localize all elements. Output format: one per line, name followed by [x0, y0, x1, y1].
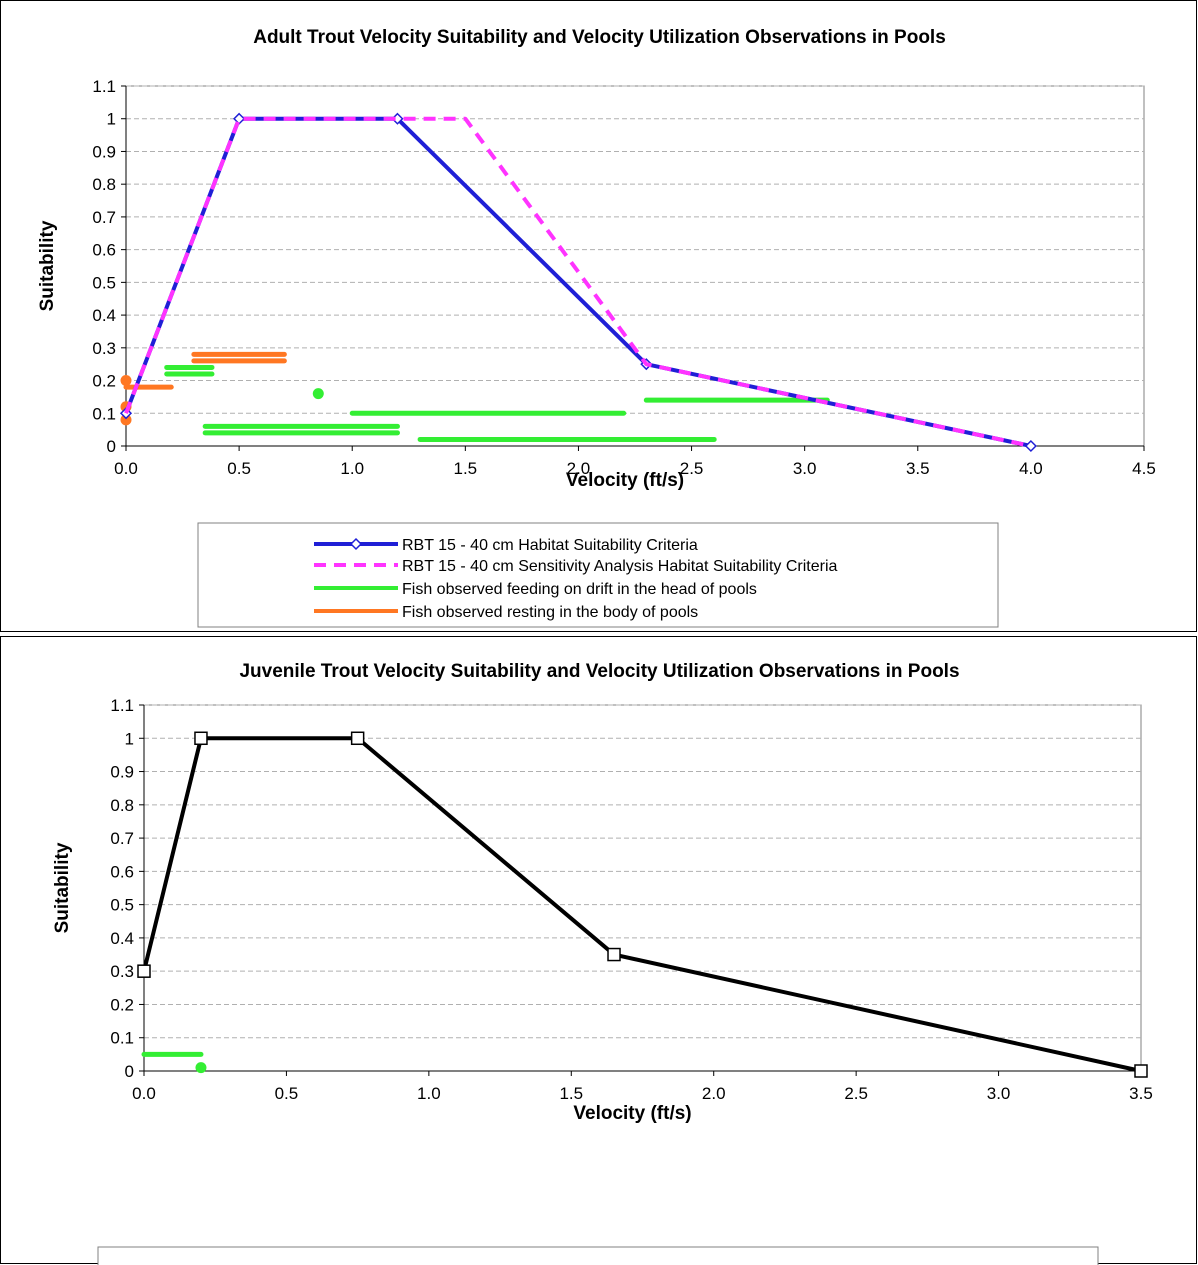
- sensitivity-line: [124, 116, 1032, 448]
- juvenile-trout-chart: Juvenile Trout Velocity Suitability and …: [52, 661, 1153, 1265]
- observation-point: [195, 1062, 207, 1074]
- chart-title: Juvenile Trout Velocity Suitability and …: [239, 661, 959, 682]
- y-tick-label: 0.4: [92, 306, 116, 325]
- y-tick-label: 0.4: [110, 929, 134, 948]
- y-tick-label: 0.6: [110, 862, 134, 881]
- juvenile-trout-chart-panel: Juvenile Trout Velocity Suitability and …: [0, 636, 1197, 1265]
- legend-box: [197, 522, 999, 628]
- y-tick-label: 1: [125, 729, 134, 748]
- plot-area: [125, 85, 1145, 447]
- y-tick-label: 0.9: [92, 142, 116, 161]
- x-tick-label: 0.0: [114, 459, 138, 478]
- y-tick-label: 0.3: [92, 339, 116, 358]
- x-tick-label: 2.5: [844, 1084, 868, 1103]
- criteria-marker: [350, 731, 365, 746]
- y-tick-label: 0.3: [110, 962, 134, 981]
- x-tick-label: 4.5: [1132, 459, 1156, 478]
- y-tick-label: 0.7: [92, 208, 116, 227]
- criteria-marker: [607, 947, 621, 962]
- legend-marker: [349, 537, 363, 551]
- criteria-marker: [194, 731, 208, 746]
- criteria-marker: [1134, 1064, 1148, 1078]
- x-tick-label: 2.5: [680, 459, 704, 478]
- y-axis-title: Suitability: [37, 220, 58, 311]
- x-tick-label: 2.0: [567, 459, 591, 478]
- x-tick-label: 3.5: [1129, 1084, 1153, 1103]
- x-axis-title: Velocity (ft/s): [573, 1103, 691, 1124]
- adult-trout-chart-panel: Adult Trout Velocity Suitability and Vel…: [0, 0, 1197, 632]
- legend-label: RBT 15 - 40 cm Habitat Suitability Crite…: [402, 537, 698, 554]
- chart-title: Adult Trout Velocity Suitability and Vel…: [253, 27, 946, 48]
- x-tick-label: 4.0: [1019, 459, 1043, 478]
- legend-label: Fish observed feeding on drift in the he…: [402, 581, 757, 598]
- adult-trout-chart: Adult Trout Velocity Suitability and Vel…: [37, 27, 1156, 628]
- x-tick-label: 1.5: [454, 459, 478, 478]
- x-tick-label: 0.5: [227, 459, 251, 478]
- y-tick-label: 0.6: [92, 241, 116, 260]
- y-tick-label: 0.8: [92, 175, 116, 194]
- y-tick-label: 0: [107, 437, 116, 456]
- x-tick-label: 1.5: [559, 1084, 583, 1103]
- y-tick-label: 0.1: [92, 404, 116, 423]
- x-tick-label: 2.0: [702, 1084, 726, 1103]
- y-tick-label: 0.1: [110, 1029, 134, 1048]
- y-tick-label: 0.2: [92, 372, 116, 391]
- criteria-marker: [137, 964, 151, 978]
- legend-label: Fish observed resting in the body of poo…: [402, 604, 698, 621]
- y-tick-label: 0.2: [110, 995, 134, 1014]
- x-tick-label: 1.0: [417, 1084, 441, 1103]
- x-tick-label: 3.0: [987, 1084, 1011, 1103]
- criteria-marker: [1024, 439, 1037, 453]
- y-tick-label: 0.9: [110, 763, 134, 782]
- x-axis-title: Velocity (ft/s): [566, 470, 684, 491]
- legend-box: [97, 1246, 1099, 1265]
- x-tick-label: 3.5: [906, 459, 930, 478]
- y-tick-label: 0.7: [110, 829, 134, 848]
- y-axis-title: Suitability: [52, 842, 73, 933]
- x-tick-label: 0.0: [132, 1084, 156, 1103]
- y-tick-label: 0.5: [92, 273, 116, 292]
- x-tick-label: 3.0: [793, 459, 817, 478]
- y-tick-label: 0.8: [110, 796, 134, 815]
- x-tick-label: 0.5: [275, 1084, 299, 1103]
- legend-label: RBT 15 - 40 cm Sensitivity Analysis Habi…: [402, 558, 838, 575]
- observation-point: [120, 375, 132, 387]
- observation-point: [312, 388, 324, 400]
- y-tick-label: 1: [107, 110, 116, 129]
- y-tick-label: 1.1: [92, 77, 116, 96]
- y-tick-label: 0.5: [110, 896, 134, 915]
- plot-area: [143, 704, 1142, 1072]
- x-tick-label: 1.0: [340, 459, 364, 478]
- observation-point: [120, 414, 132, 426]
- y-tick-label: 0: [125, 1062, 134, 1081]
- y-tick-label: 1.1: [110, 696, 134, 715]
